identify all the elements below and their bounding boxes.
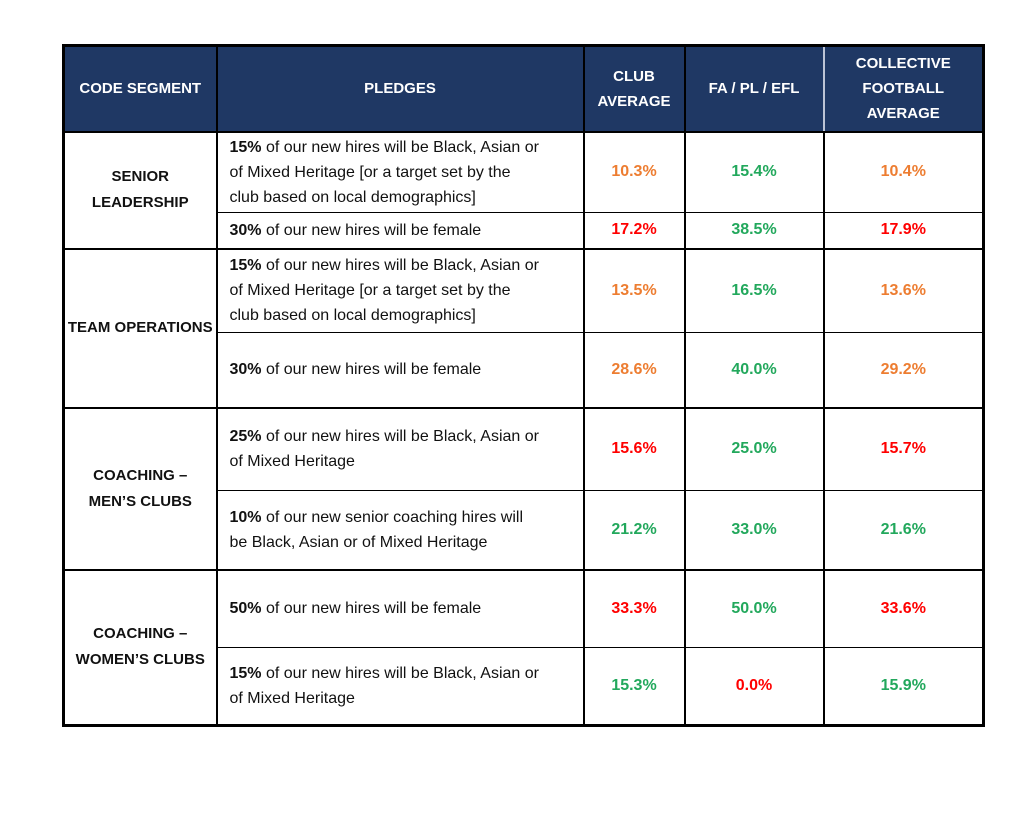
collective-average-value: 17.9% bbox=[822, 212, 985, 249]
pledge-target: 15% bbox=[229, 138, 262, 156]
percentage-value: 13.5% bbox=[611, 281, 657, 299]
pledge-cell: 15% of our new hires will be Black, Asia… bbox=[215, 247, 585, 333]
percentage-value: 17.2% bbox=[611, 221, 657, 239]
segment-label: SENIOR LEADERSHIP bbox=[91, 168, 189, 211]
collective-average-value: 10.4% bbox=[822, 130, 985, 213]
club-average-value: 28.6% bbox=[582, 332, 686, 408]
segment-cell-team-operations: TEAM OPERATIONS bbox=[62, 247, 218, 409]
percentage-value: 33.3% bbox=[611, 599, 657, 617]
percentage-value: 15.9% bbox=[880, 677, 926, 694]
fa-pl-efl-value: 50.0% bbox=[683, 568, 825, 648]
segment-label: COACHING – WOMEN’S CLUBS bbox=[75, 625, 205, 669]
percentage-value: 15.4% bbox=[731, 163, 777, 181]
percentage-value: 25.0% bbox=[731, 440, 777, 458]
segment-label: TEAM OPERATIONS bbox=[67, 319, 213, 336]
pledge-target: 10% bbox=[229, 508, 262, 526]
header-row: CODE SEGMENT PLEDGES CLUB AVERAGE FA / P… bbox=[62, 44, 985, 133]
fa-pl-efl-value: 38.5% bbox=[683, 212, 825, 249]
header-cell-code-segment: CODE SEGMENT bbox=[62, 44, 218, 133]
pledge-text: of our new hires will be Black, Asian or… bbox=[229, 257, 540, 325]
header-cell-club-average: CLUB AVERAGE bbox=[582, 44, 686, 133]
pledge-cell: 30% of our new hires will be female bbox=[215, 332, 585, 408]
collective-average-value: 15.9% bbox=[822, 647, 985, 726]
pledge-text: of our new hires will be Black, Asian or… bbox=[229, 428, 540, 471]
table-row: TEAM OPERATIONS 15% of our new hires wil… bbox=[62, 247, 985, 409]
percentage-value: 33.0% bbox=[731, 520, 777, 538]
pledge-cell: 10% of our new senior coaching hires wil… bbox=[215, 490, 585, 570]
header-label: CODE SEGMENT bbox=[79, 80, 202, 98]
pledge-target: 15% bbox=[229, 665, 262, 682]
collective-average-value: 33.6% bbox=[822, 568, 985, 648]
collective-average-value: 21.6% bbox=[822, 490, 985, 570]
pledge-text: of our new hires will be female bbox=[265, 600, 482, 618]
percentage-value: 16.5% bbox=[731, 281, 777, 299]
percentage-value: 50.0% bbox=[731, 599, 777, 617]
fa-pl-efl-value: 33.0% bbox=[683, 490, 825, 570]
table-row: COACHING – WOMEN’S CLUBS 50% of our new … bbox=[62, 568, 985, 727]
pledge-text: of our new hires will be female bbox=[265, 361, 482, 379]
table-row: 15% of our new hires will be Black, Asia… bbox=[64, 647, 985, 726]
header-cell-collective-football-average: COLLECTIVE FOOTBALL AVERAGE bbox=[822, 44, 985, 133]
header-cell-pledges: PLEDGES bbox=[215, 44, 585, 133]
club-average-value: 21.2% bbox=[582, 490, 686, 570]
club-average-value: 15.6% bbox=[582, 406, 686, 491]
percentage-value: 29.2% bbox=[880, 360, 926, 378]
percentage-value: 0.0% bbox=[735, 677, 773, 694]
pledges-table: CODE SEGMENT PLEDGES CLUB AVERAGE FA / P… bbox=[62, 44, 985, 727]
club-average-value: 17.2% bbox=[582, 212, 686, 249]
collective-average-value: 29.2% bbox=[822, 332, 985, 408]
segment-cell-coaching-mens-clubs: COACHING – MEN’S CLUBS bbox=[62, 406, 218, 571]
pledge-target: 15% bbox=[229, 257, 262, 275]
header-label: CLUB AVERAGE bbox=[597, 67, 671, 110]
collective-average-value: 15.7% bbox=[822, 406, 985, 491]
pledge-cell: 25% of our new hires will be Black, Asia… bbox=[215, 406, 585, 491]
pledge-cell: 50% of our new hires will be female bbox=[215, 568, 585, 648]
pledge-cell: 30% of our new hires will be female bbox=[215, 212, 585, 249]
percentage-value: 38.5% bbox=[731, 221, 777, 239]
percentage-value: 33.6% bbox=[880, 599, 926, 617]
table-row: COACHING – MEN’S CLUBS 25% of our new hi… bbox=[62, 406, 985, 571]
percentage-value: 15.3% bbox=[611, 677, 657, 694]
percentage-value: 21.2% bbox=[611, 520, 657, 538]
percentage-value: 21.6% bbox=[880, 520, 926, 538]
header-cell-fa-pl-efl: FA / PL / EFL bbox=[683, 44, 825, 133]
fa-pl-efl-value: 40.0% bbox=[683, 332, 825, 408]
percentage-value: 15.7% bbox=[880, 440, 926, 458]
percentage-value: 10.4% bbox=[880, 163, 926, 181]
percentage-value: 17.9% bbox=[880, 221, 926, 239]
pledge-target: 30% bbox=[229, 361, 262, 379]
percentage-value: 10.3% bbox=[611, 163, 657, 181]
segment-cell-senior-leadership: SENIOR LEADERSHIP bbox=[62, 130, 218, 250]
fa-pl-efl-value: 25.0% bbox=[683, 406, 825, 491]
header-label: COLLECTIVE FOOTBALL AVERAGE bbox=[855, 55, 951, 123]
pledge-text: of our new senior coaching hires will be… bbox=[229, 508, 524, 551]
segment-cell-coaching-womens-clubs: COACHING – WOMEN’S CLUBS bbox=[62, 568, 218, 727]
table-row: SENIOR LEADERSHIP 15% of our new hires w… bbox=[62, 130, 985, 250]
club-average-value: 15.3% bbox=[582, 647, 686, 726]
table-row: 10% of our new senior coaching hires wil… bbox=[64, 490, 985, 570]
header-label: PLEDGES bbox=[364, 80, 436, 98]
club-average-value: 33.3% bbox=[582, 568, 686, 648]
header-label: FA / PL / EFL bbox=[708, 80, 800, 98]
fa-pl-efl-value: 0.0% bbox=[683, 647, 825, 726]
club-average-value: 13.5% bbox=[582, 247, 686, 333]
pledge-cell: 15% of our new hires will be Black, Asia… bbox=[215, 647, 585, 726]
pledge-text: of our new hires will be Black, Asian or… bbox=[229, 138, 540, 206]
club-average-value: 10.3% bbox=[582, 130, 686, 213]
pledge-cell: 15% of our new hires will be Black, Asia… bbox=[215, 130, 585, 213]
collective-average-value: 13.6% bbox=[822, 247, 985, 333]
segment-label: COACHING – MEN’S CLUBS bbox=[88, 466, 192, 510]
fa-pl-efl-value: 16.5% bbox=[683, 247, 825, 333]
percentage-value: 15.6% bbox=[611, 440, 657, 458]
pledge-text: of our new hires will be Black, Asian or… bbox=[229, 665, 540, 707]
percentage-value: 28.6% bbox=[611, 360, 657, 378]
percentage-value: 40.0% bbox=[731, 360, 777, 378]
percentage-value: 13.6% bbox=[880, 281, 926, 299]
fa-pl-efl-value: 15.4% bbox=[683, 130, 825, 213]
pledge-text: of our new hires will be female bbox=[265, 221, 482, 239]
pledge-target: 50% bbox=[229, 600, 262, 618]
pledge-target: 25% bbox=[229, 428, 262, 446]
pledge-target: 30% bbox=[229, 221, 262, 239]
